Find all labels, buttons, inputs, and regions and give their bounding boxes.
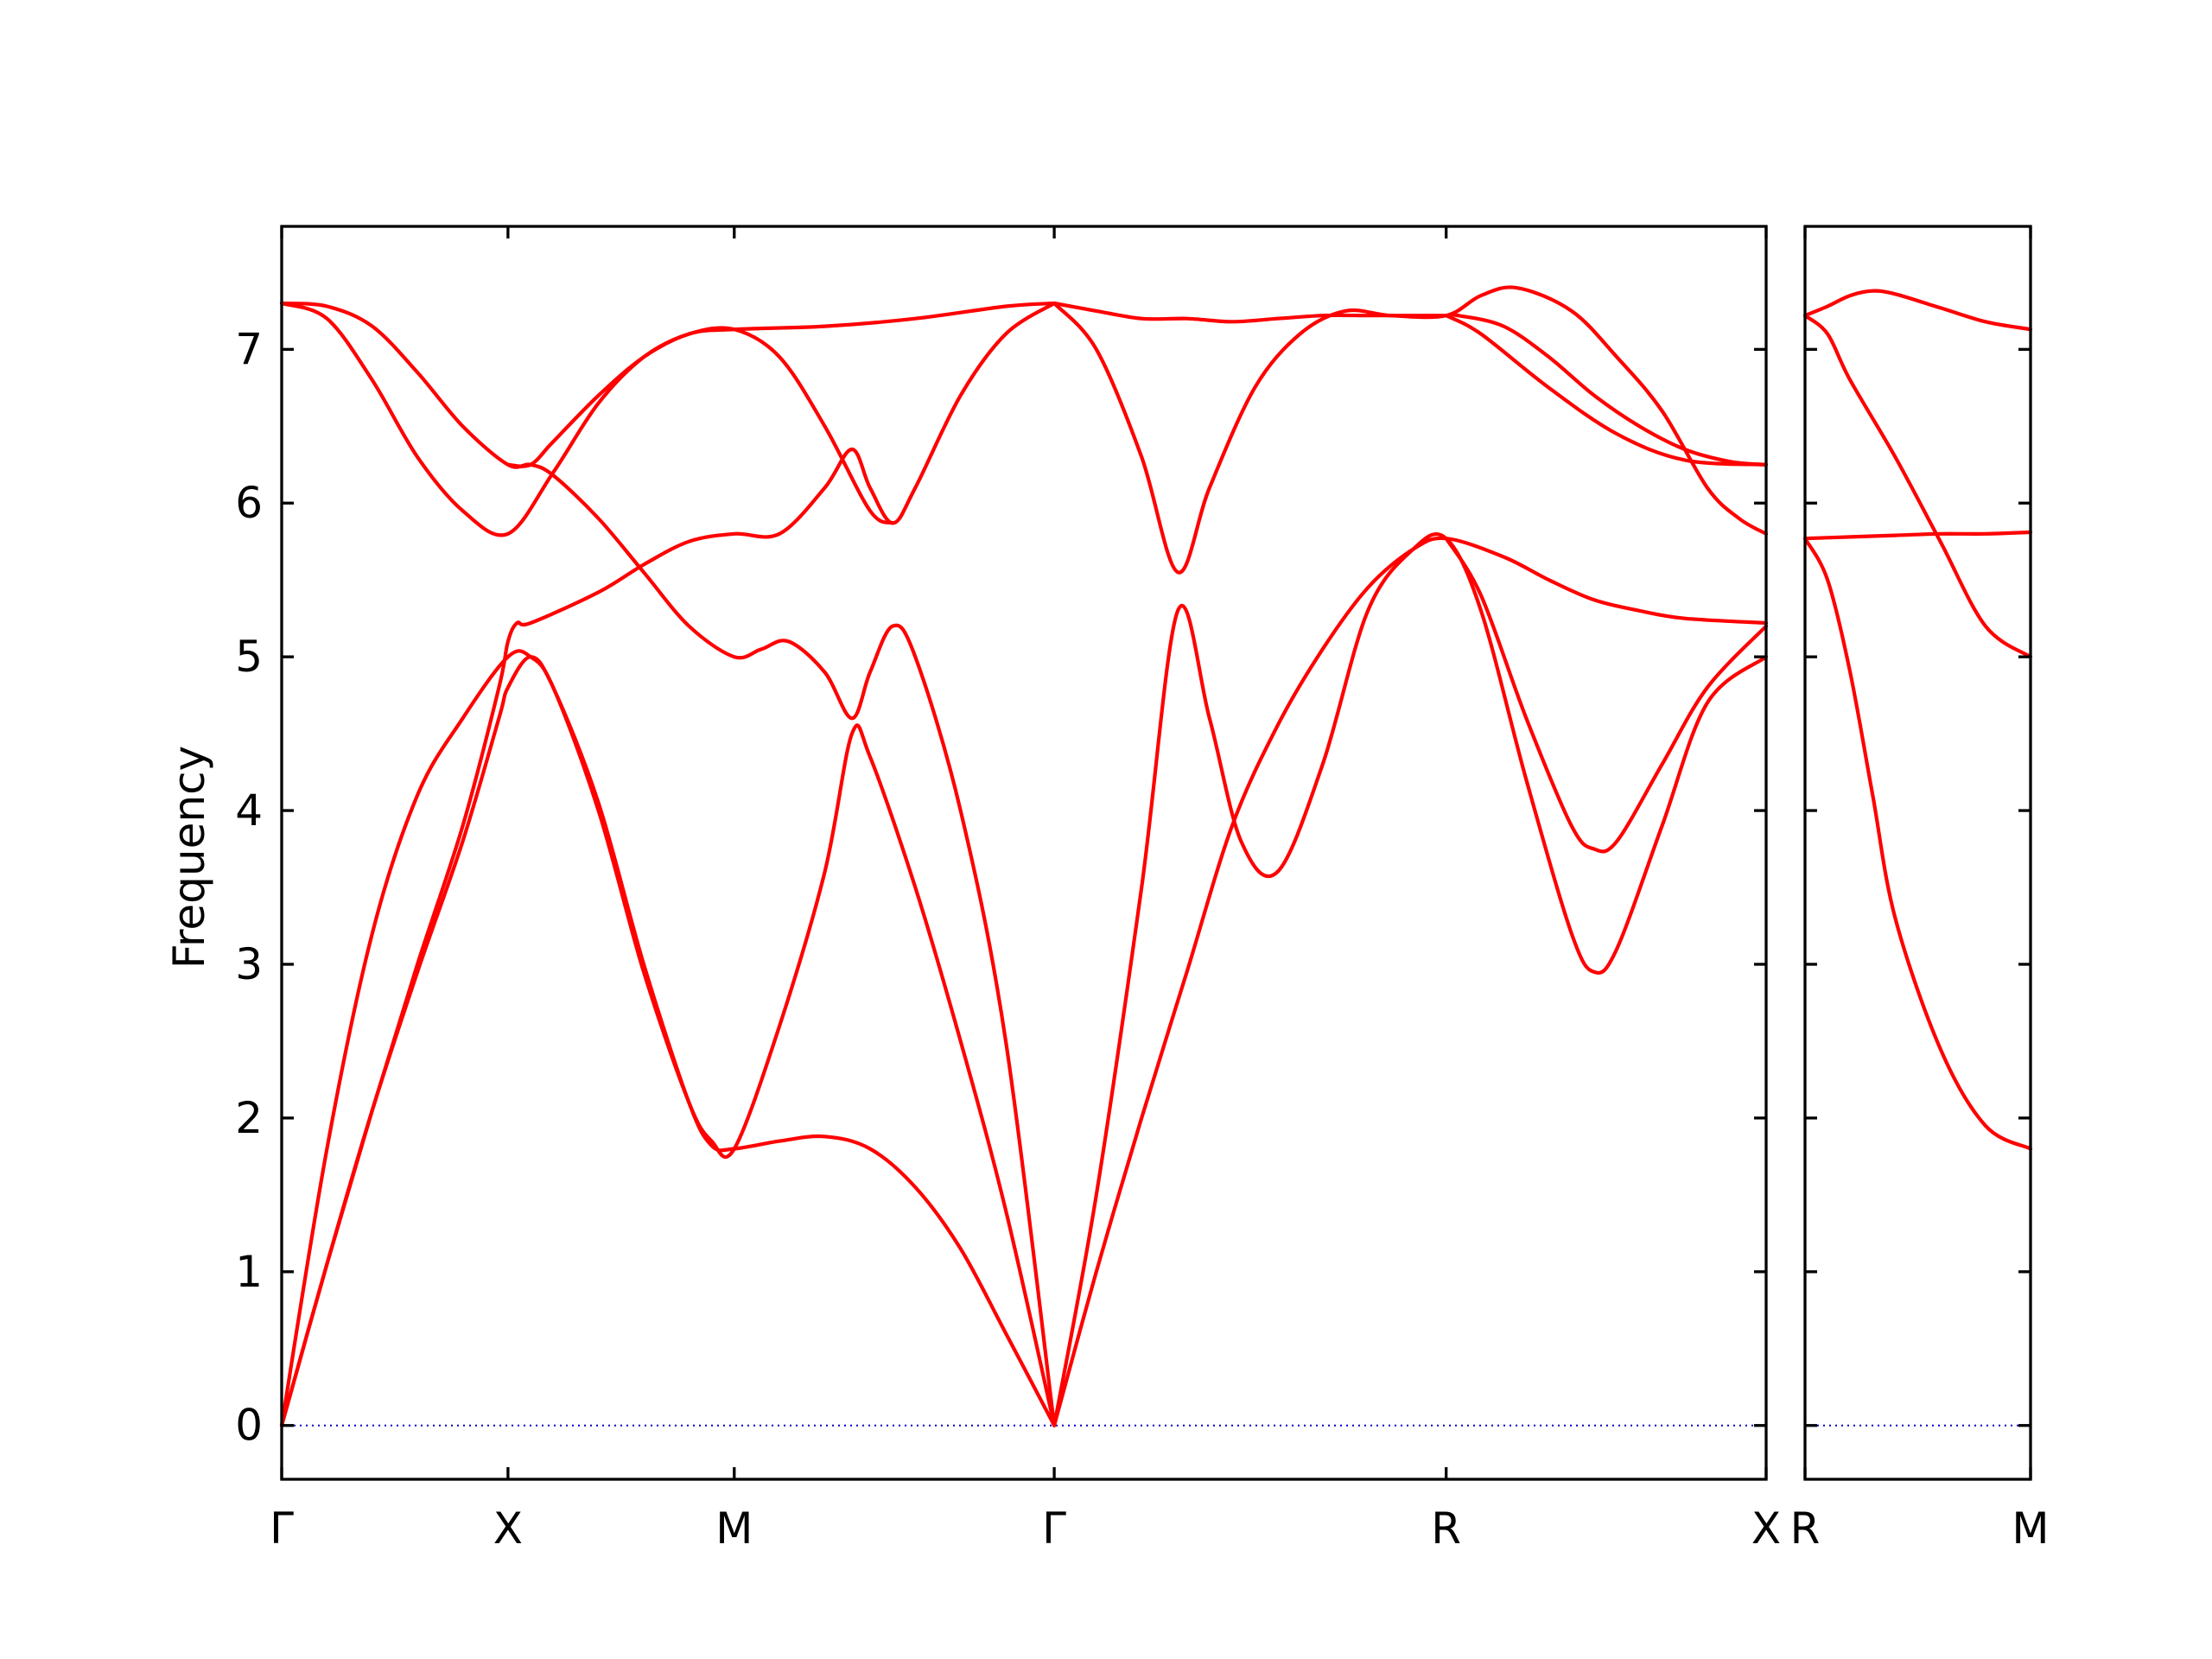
y-tick-label: 2 — [235, 1093, 263, 1143]
band-line-main-12 — [1444, 537, 1769, 854]
band-line-main-8 — [1052, 285, 1769, 575]
band-line-main-11 — [1052, 532, 1769, 1427]
y-tick-label: 6 — [235, 478, 263, 528]
y-tick-label: 3 — [235, 939, 263, 989]
band-line-right-4 — [1802, 537, 2033, 1151]
y-tick-label: 0 — [235, 1401, 263, 1451]
y-tick-label: 1 — [235, 1247, 263, 1297]
band-line-main-3 — [279, 301, 1057, 1427]
y-tick-label: 7 — [235, 324, 263, 374]
band-line-main-2 — [279, 649, 1057, 1427]
band-line-main-4 — [279, 301, 895, 537]
x-tick-label: M — [715, 1503, 753, 1554]
x-tick-label: X — [1751, 1503, 1781, 1554]
band-line-main-5 — [279, 301, 1057, 1427]
x-tick-label: M — [2012, 1503, 2049, 1554]
axes-frame-main — [280, 225, 1768, 1481]
band-line-right-3 — [1802, 530, 2033, 541]
y-tick-label: 4 — [235, 785, 263, 836]
band-line-main-10 — [1052, 536, 1769, 1427]
x-tick-label: Γ — [1042, 1503, 1066, 1554]
y-axis-label: Frequency — [164, 746, 214, 969]
x-tick-label: R — [1431, 1503, 1461, 1554]
band-line-right-2 — [1802, 314, 2033, 659]
band-line-right-1 — [1802, 289, 2033, 332]
panel-main: 0 1 2 3 4 5 6 7 Γ X M Γ R X — [235, 225, 1781, 1554]
x-tick-label: Γ — [270, 1503, 294, 1554]
band-line-main-7 — [1052, 301, 1769, 467]
band-line-main-9 — [1444, 314, 1769, 467]
band-line-main-6 — [505, 301, 1057, 468]
x-tick-label: X — [493, 1503, 523, 1554]
y-tick-label: 5 — [235, 632, 263, 682]
x-tick-label: R — [1790, 1503, 1821, 1554]
axes-frame-right — [1803, 225, 2032, 1481]
